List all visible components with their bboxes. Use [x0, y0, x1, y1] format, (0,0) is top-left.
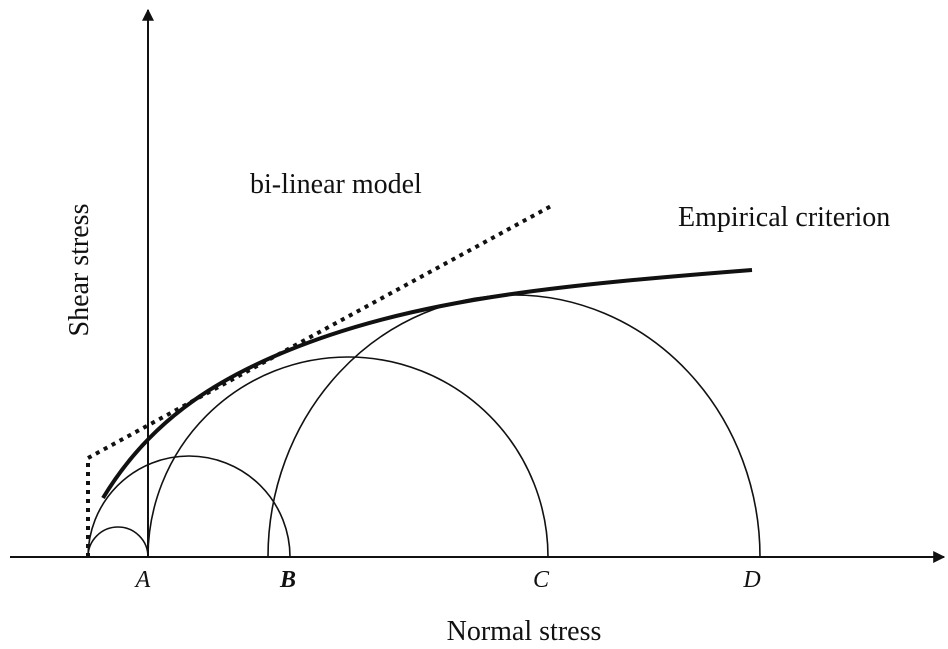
point-label: B — [279, 567, 296, 593]
circle-4 — [267, 294, 761, 558]
point-label: A — [134, 567, 151, 593]
point-label: D — [742, 567, 760, 593]
empirical-curve — [101, 268, 753, 500]
mohr-circles — [87, 294, 761, 558]
x-axis-label: Normal stress — [447, 616, 602, 644]
circle-1 — [87, 526, 149, 558]
bilinear-line — [86, 203, 554, 557]
circle-2 — [87, 455, 291, 558]
circle-3 — [147, 356, 549, 558]
bilinear-label: bi-linear model — [250, 169, 422, 200]
point-label: C — [533, 567, 550, 593]
empirical-label: Empirical criterion — [678, 202, 890, 233]
y-axis-label: Shear stress — [64, 204, 95, 337]
